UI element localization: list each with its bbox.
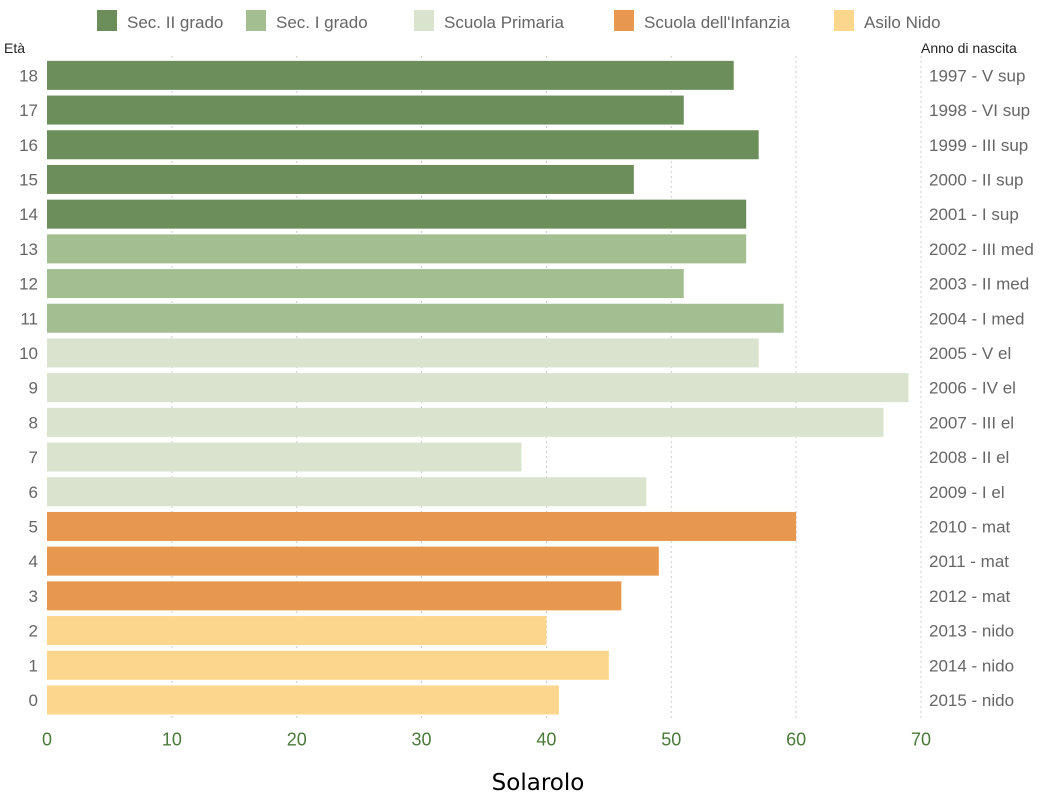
age-label-0: 0: [29, 691, 38, 710]
x-tick-20: 20: [287, 729, 307, 749]
x-tick-60: 60: [786, 729, 806, 749]
birth-label-16: 1999 - III sup: [929, 136, 1028, 155]
bar-age-5: [47, 511, 797, 541]
legend-swatch-prim: [414, 10, 434, 31]
age-label-2: 2: [29, 622, 38, 641]
bars: [47, 60, 909, 715]
birth-label-7: 2008 - II el: [929, 448, 1009, 467]
legend-swatch-sec2: [97, 10, 117, 31]
legend-label-sec1: Sec. I grado: [276, 13, 368, 32]
legend-swatch-inf: [614, 10, 634, 31]
x-tick-70: 70: [911, 729, 931, 749]
age-label-6: 6: [29, 483, 38, 502]
birth-label-2: 2013 - nido: [929, 622, 1014, 641]
left-axis-title: Età: [4, 40, 25, 56]
birth-label-3: 2012 - mat: [929, 587, 1011, 606]
birth-label-9: 2006 - IV el: [929, 379, 1016, 398]
bar-age-18: [47, 60, 734, 90]
birth-label-8: 2007 - III el: [929, 413, 1014, 432]
age-label-10: 10: [19, 344, 38, 363]
x-tick-50: 50: [661, 729, 681, 749]
age-label-1: 1: [29, 656, 38, 675]
birth-label-4: 2011 - mat: [929, 552, 1009, 571]
bar-age-10: [47, 338, 759, 368]
birth-label-5: 2010 - mat: [929, 517, 1011, 536]
bar-age-8: [47, 407, 884, 437]
x-tick-30: 30: [412, 729, 432, 749]
age-label-18: 18: [19, 66, 38, 85]
birth-label-0: 2015 - nido: [929, 691, 1014, 710]
bar-age-4: [47, 546, 659, 576]
x-tick-10: 10: [162, 729, 182, 749]
chart-title: Solarolo: [492, 770, 585, 796]
age-label-15: 15: [19, 170, 38, 189]
birth-year-labels: 1997 - V sup 1998 - VI sup 1999 - III sup 2…: [929, 66, 1034, 710]
age-label-8: 8: [29, 413, 38, 432]
legend-swatch-sec1: [246, 10, 266, 31]
bar-age-6: [47, 477, 647, 507]
bar-age-12: [47, 269, 684, 299]
age-label-5: 5: [29, 517, 38, 536]
bar-age-7: [47, 442, 522, 472]
birth-label-13: 2002 - III med: [929, 240, 1034, 259]
age-label-7: 7: [29, 448, 38, 467]
bar-age-17: [47, 95, 684, 125]
age-label-13: 13: [19, 240, 38, 259]
age-label-9: 9: [29, 379, 38, 398]
x-tick-0: 0: [42, 729, 52, 749]
age-label-11: 11: [20, 309, 38, 328]
age-label-4: 4: [29, 552, 38, 571]
bar-age-14: [47, 199, 747, 229]
bar-age-0: [47, 685, 559, 715]
bar-age-1: [47, 650, 609, 680]
legend-label-inf: Scuola dell'Infanzia: [644, 13, 790, 32]
bar-age-15: [47, 164, 634, 194]
legend-label-sec2: Sec. II grado: [127, 13, 223, 32]
bar-age-9: [47, 373, 909, 403]
birth-label-18: 1997 - V sup: [929, 66, 1025, 85]
right-axis-title: Anno di nascita: [921, 40, 1017, 56]
bar-age-11: [47, 303, 784, 333]
birth-label-11: 2004 - I med: [929, 309, 1024, 328]
legend: Sec. II grado Sec. I grado Scuola Primaria…: [97, 10, 941, 32]
legend-label-prim: Scuola Primaria: [444, 13, 565, 32]
birth-label-12: 2003 - II med: [929, 275, 1029, 294]
age-label-16: 16: [19, 136, 38, 155]
legend-label-nido: Asilo Nido: [864, 13, 941, 32]
bar-age-16: [47, 130, 759, 160]
birth-label-1: 2014 - nido: [929, 656, 1014, 675]
x-tick-40: 40: [536, 729, 556, 749]
birth-label-14: 2001 - I sup: [929, 205, 1019, 224]
birth-label-17: 1998 - VI sup: [929, 101, 1030, 120]
bar-age-3: [47, 581, 622, 611]
age-label-12: 12: [19, 275, 38, 294]
age-label-14: 14: [19, 205, 38, 224]
age-label-3: 3: [29, 587, 38, 606]
bar-age-2: [47, 616, 547, 646]
birth-label-6: 2009 - I el: [929, 483, 1005, 502]
birth-label-10: 2005 - V el: [929, 344, 1011, 363]
age-label-17: 17: [19, 101, 38, 120]
bar-age-13: [47, 234, 747, 264]
birth-label-15: 2000 - II sup: [929, 170, 1024, 189]
x-tick-labels: 0 10 20 30 40 50 60 70: [42, 729, 931, 749]
legend-swatch-nido: [834, 10, 854, 31]
